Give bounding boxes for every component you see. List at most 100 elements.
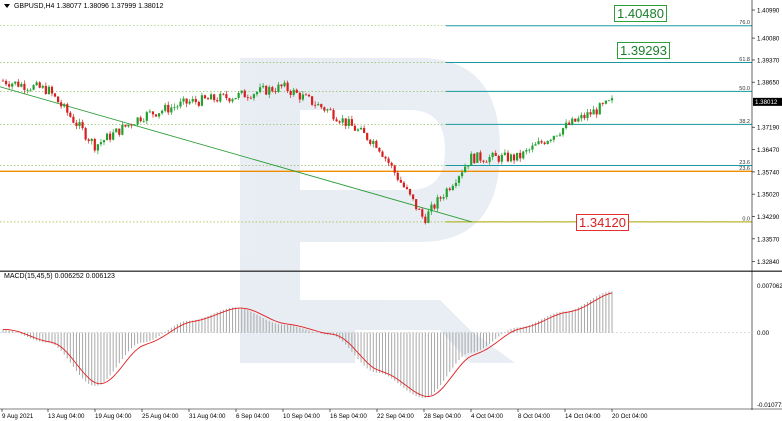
candle-body bbox=[528, 149, 531, 151]
candle-body bbox=[53, 93, 57, 97]
price-tick-label: 1.37190 bbox=[757, 125, 780, 132]
candle-body bbox=[564, 122, 568, 129]
candle-body bbox=[38, 82, 41, 88]
dropdown-triangle-icon[interactable] bbox=[4, 4, 10, 9]
price-tick-label: 1.39370 bbox=[757, 57, 780, 64]
candle-body bbox=[534, 144, 537, 146]
candle-body bbox=[317, 104, 320, 106]
candle-body bbox=[124, 124, 127, 127]
candle-body bbox=[228, 98, 231, 102]
candle-body bbox=[387, 158, 390, 163]
candle-body bbox=[93, 139, 96, 151]
candle-body bbox=[154, 114, 158, 117]
candle-body bbox=[286, 82, 289, 92]
candle-body bbox=[66, 104, 69, 113]
candle-body bbox=[47, 86, 51, 94]
candle-body bbox=[451, 185, 454, 190]
candle-body bbox=[586, 112, 589, 119]
candle-body bbox=[525, 150, 528, 152]
candle-body bbox=[197, 101, 200, 106]
candle-body bbox=[87, 139, 90, 142]
candle-body bbox=[157, 113, 161, 117]
candle-body bbox=[375, 140, 378, 148]
candle-body bbox=[607, 100, 611, 102]
candle-body bbox=[329, 109, 332, 111]
candle-body bbox=[203, 95, 207, 99]
candle-body bbox=[568, 122, 571, 125]
candle-body bbox=[408, 189, 412, 195]
candle-body bbox=[543, 142, 546, 145]
level-box-lower: 1.34120 bbox=[576, 214, 629, 231]
candle-body bbox=[206, 98, 210, 100]
time-tick-label: 16 Sep 04:00 bbox=[330, 413, 367, 420]
candle-body bbox=[592, 109, 595, 115]
candle-body bbox=[427, 211, 430, 223]
candle-body bbox=[571, 118, 574, 125]
price-tick-label: 1.33570 bbox=[757, 236, 780, 243]
candle-body bbox=[549, 139, 552, 142]
candle-body bbox=[176, 106, 179, 108]
candle-body bbox=[396, 172, 399, 180]
candle-body bbox=[133, 124, 136, 126]
candle-body bbox=[277, 84, 280, 92]
fib-level-label: 23.6 bbox=[739, 160, 750, 166]
candle-body bbox=[332, 110, 335, 120]
candle-body bbox=[470, 153, 473, 166]
candle-body bbox=[11, 83, 14, 87]
candle-body bbox=[225, 94, 228, 99]
candle-body bbox=[56, 96, 60, 103]
candle-body bbox=[326, 109, 329, 111]
time-tick-label: 19 Aug 04:00 bbox=[95, 413, 132, 420]
candle-body bbox=[344, 118, 347, 126]
fib-level-label: 23.6 bbox=[739, 166, 750, 172]
candle-body bbox=[213, 94, 216, 101]
candle-body bbox=[577, 118, 580, 122]
candle-body bbox=[112, 132, 115, 140]
candle-body bbox=[500, 154, 503, 162]
time-tick-label: 6 Sep 04:00 bbox=[236, 413, 270, 420]
candle-body bbox=[439, 197, 442, 199]
candle-body bbox=[473, 153, 476, 163]
candle-body bbox=[179, 101, 182, 107]
fib-level-label: 76.0 bbox=[739, 20, 750, 26]
candle-body bbox=[148, 111, 151, 113]
candle-body bbox=[274, 91, 277, 93]
macd-header: MACD(15,45,5) 0.006252 0.006123 bbox=[4, 273, 115, 280]
candle-body bbox=[109, 133, 112, 140]
candle-body bbox=[41, 85, 44, 88]
candle-body bbox=[448, 188, 451, 190]
candle-body bbox=[540, 141, 543, 143]
trend-line bbox=[0, 86, 473, 223]
candle-body bbox=[512, 154, 516, 161]
candle-body bbox=[191, 99, 194, 102]
candle-body bbox=[161, 110, 164, 114]
candle-body bbox=[182, 98, 185, 102]
candle-body bbox=[29, 89, 32, 91]
candle-body bbox=[604, 100, 607, 104]
candle-body bbox=[1, 80, 5, 82]
fib-level-label: 0.0 bbox=[742, 216, 750, 222]
candle-body bbox=[258, 87, 262, 93]
candle-body bbox=[99, 142, 103, 145]
candle-body bbox=[445, 188, 448, 198]
candle-body bbox=[347, 119, 350, 126]
candle-body bbox=[237, 92, 240, 98]
candle-body bbox=[81, 122, 84, 129]
candle-body bbox=[170, 107, 173, 113]
fib-level-label: 50.0 bbox=[739, 86, 750, 92]
symbol-label: GBPUSD,H4 bbox=[13, 3, 55, 10]
candle-body bbox=[200, 95, 204, 106]
candle-body bbox=[289, 91, 292, 95]
time-tick-label: 25 Aug 04:00 bbox=[142, 413, 179, 420]
candle-body bbox=[546, 141, 549, 145]
candle-body bbox=[50, 86, 54, 94]
candle-body bbox=[405, 187, 409, 190]
candle-body bbox=[136, 117, 139, 125]
chart-header[interactable]: GBPUSD,H4 1.38077 1.38096 1.37999 1.3801… bbox=[4, 3, 163, 10]
time-tick-label: 10 Sep 04:00 bbox=[283, 413, 320, 420]
candle-body bbox=[216, 100, 219, 102]
candle-body bbox=[151, 111, 155, 115]
fib-level-label: 61.8 bbox=[739, 57, 750, 63]
candle-body bbox=[323, 107, 326, 111]
candle-body bbox=[503, 152, 506, 155]
